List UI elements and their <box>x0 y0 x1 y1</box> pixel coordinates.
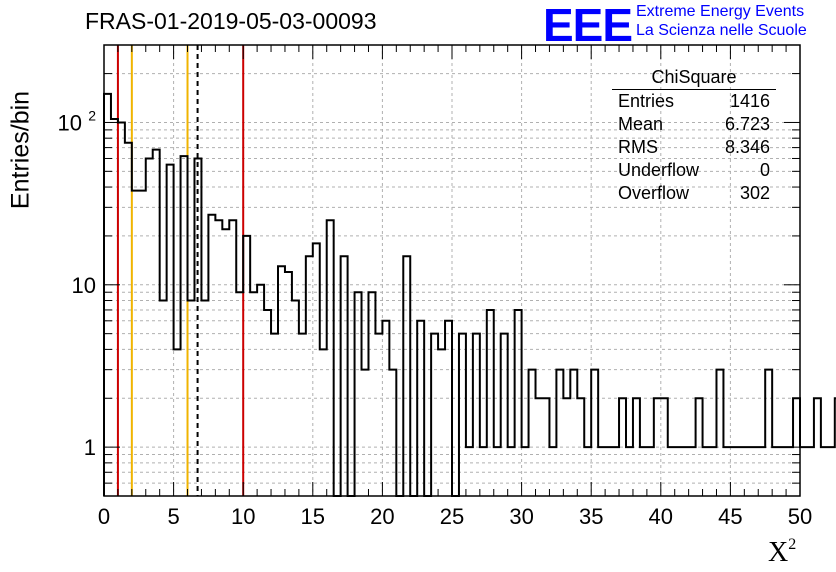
stats-row-mean: Mean 6.723 <box>618 114 770 134</box>
stats-title: ChiSquare <box>612 66 776 90</box>
y-tick-label: 10 <box>72 273 96 298</box>
x-tick-label: 25 <box>440 504 464 529</box>
histogram-series <box>103 92 836 497</box>
logo-line-1: Extreme Energy Events <box>636 3 805 20</box>
y-tick-label: 10 <box>58 110 82 135</box>
axis-ticks <box>103 44 801 497</box>
logo-caption: Extreme Energy Events La Scienza nelle S… <box>636 2 807 40</box>
stats-row-entries: Entries 1416 <box>618 91 770 111</box>
y-axis-label: Entries/bin <box>6 90 35 210</box>
chart-title: FRAS-01-2019-05-03-00093 <box>85 8 377 34</box>
x-tick-label: 10 <box>231 504 255 529</box>
x-tick-label: 35 <box>579 504 603 529</box>
axis-tick-labels: 0 5 10 15 20 25 30 35 40 45 50 1 10 10 2 <box>58 107 813 529</box>
eee-logo: EEE <box>543 0 633 51</box>
stats-row-underflow: Underflow 0 <box>618 160 770 180</box>
stats-row-rms: RMS 8.346 <box>618 137 770 157</box>
x-tick-label: 45 <box>718 504 742 529</box>
x-tick-label: 50 <box>788 504 812 529</box>
x-tick-label: 5 <box>167 504 179 529</box>
logo-line-2: La Scienza nelle Scuole <box>636 22 807 39</box>
x-tick-label: 30 <box>509 504 533 529</box>
x-tick-label: 15 <box>301 504 325 529</box>
stats-box: ChiSquare Entries 1416 Mean 6.723 RMS 8.346… <box>612 66 776 205</box>
x-axis-label: X2 <box>768 536 797 568</box>
y-tick-label: 1 <box>84 435 96 460</box>
y-tick-label-exponent: 2 <box>88 107 96 123</box>
x-tick-label: 20 <box>370 504 394 529</box>
x-tick-label: 40 <box>649 504 673 529</box>
stats-row-overflow: Overflow 302 <box>618 183 770 203</box>
x-tick-label: 0 <box>98 504 110 529</box>
